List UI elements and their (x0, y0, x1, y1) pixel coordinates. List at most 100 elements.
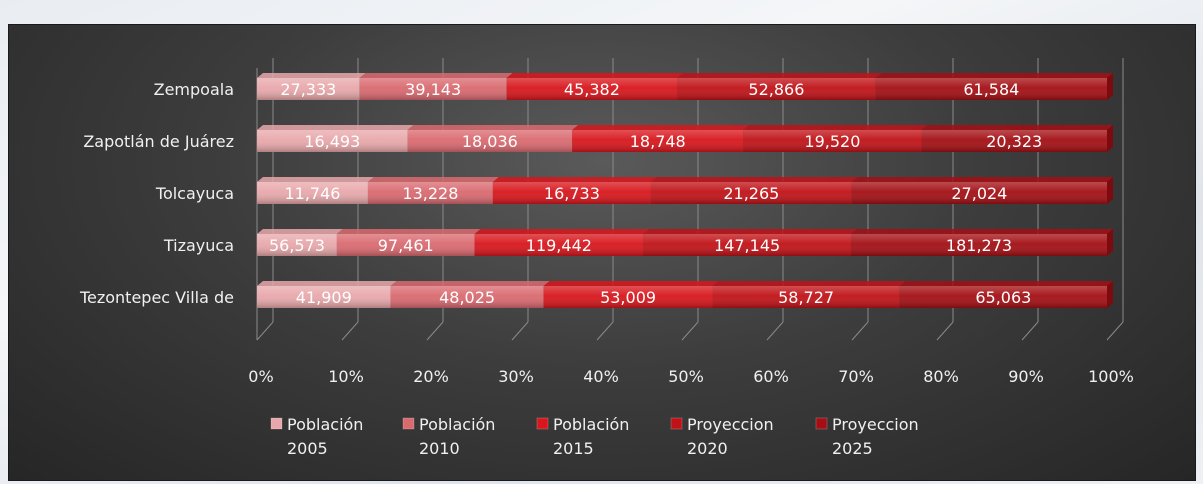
bar-segment: 39,143 (359, 73, 513, 100)
gridline-floor (851, 321, 869, 341)
data-label: 16,493 (304, 132, 360, 151)
bar-segment: 52,866 (677, 73, 882, 100)
legend-swatch (815, 417, 828, 430)
gridline-floor (596, 321, 614, 341)
data-label: 48,025 (439, 288, 495, 307)
category-label: Tizayuca (163, 236, 234, 255)
gridline-floor (1106, 321, 1124, 341)
bar-segment: 27,333 (257, 73, 366, 100)
x-tick-labels: 0% 10% 20% 30% 40% 50% 60% 70% 80% 90% 100% (248, 367, 1134, 386)
bar-segment: 97,461 (336, 229, 481, 256)
legend-swatch (536, 417, 549, 430)
data-label: 53,009 (600, 288, 656, 307)
legend: Población2005Población2010Población2015P… (270, 415, 919, 458)
bar-segment: 18,748 (572, 125, 750, 152)
x-tick-label: 20% (413, 367, 449, 386)
data-label: 27,024 (951, 184, 1007, 203)
bar-segment: 27,024 (851, 177, 1113, 204)
data-label: 16,733 (544, 184, 600, 203)
bar-segment: 20,323 (921, 125, 1113, 152)
legend-swatch (270, 417, 283, 430)
x-tick-label: 10% (328, 367, 364, 386)
gridline-floor (766, 321, 784, 341)
legend-label-year: 2015 (553, 439, 594, 458)
bar-segment: 45,382 (506, 73, 684, 100)
bar-segment: 16,493 (257, 125, 414, 152)
data-label: 19,520 (804, 132, 860, 151)
bar-segment: 21,265 (650, 177, 858, 204)
legend-label: Población (419, 415, 495, 434)
category-label: Tezontepec Villa de (79, 288, 234, 307)
gridline-floor (681, 321, 699, 341)
legend-label: Proyeccion (832, 415, 919, 434)
data-label: 45,382 (564, 80, 620, 99)
bar-segment: 41,909 (257, 281, 397, 308)
bar-segment: 13,228 (367, 177, 499, 204)
gridline-floor (426, 321, 444, 341)
x-tick-label: 90% (1008, 367, 1044, 386)
data-label: 13,228 (402, 184, 458, 203)
data-label: 18,748 (630, 132, 686, 151)
x-tick-label: 70% (838, 367, 874, 386)
bar-segment: 16,733 (492, 177, 657, 204)
gridline-floor (256, 321, 274, 341)
data-label: 20,323 (986, 132, 1042, 151)
bar-segment: 119,442 (474, 229, 650, 256)
data-label: 27,333 (280, 80, 336, 99)
bar-segment: 19,520 (743, 125, 928, 152)
category-labels: Zempoala Zapotlán de Juárez Tolcayuca Tizay… (79, 80, 234, 307)
x-tick-label: 40% (583, 367, 619, 386)
bar-segment: 18,036 (407, 125, 579, 152)
data-label: 58,727 (778, 288, 834, 307)
legend-swatch (402, 417, 415, 430)
legend-item: Proyeccion 2025 (815, 415, 919, 458)
category-label: Zempoala (154, 80, 234, 99)
x-tick-label: 80% (923, 367, 959, 386)
legend-item: Población 2015 (536, 415, 629, 458)
data-label: 11,746 (284, 184, 340, 203)
bar-segment: 65,063 (899, 281, 1113, 308)
gridline-floor (341, 321, 359, 341)
legend-label: Proyeccion (687, 415, 774, 434)
bar-segment: 58,727 (712, 281, 906, 308)
legend-label: Población (553, 415, 629, 434)
data-label: 18,036 (462, 132, 518, 151)
data-label: 119,442 (526, 236, 592, 255)
bar-segment: 147,145 (643, 229, 858, 256)
data-label: 61,584 (963, 80, 1019, 99)
bar-segment: 56,573 (257, 229, 343, 256)
legend-item: Proyeccion 2020 (670, 415, 774, 458)
bar-segment: 53,009 (543, 281, 719, 308)
data-label: 52,866 (748, 80, 804, 99)
legend-label-year: 2010 (419, 439, 460, 458)
bar-layer: 27,333 39,143 45,382 52,866 61,584 16,493 18,0… (257, 73, 1113, 308)
bar-segment: 48,025 (390, 281, 550, 308)
x-tick-label: 100% (1088, 367, 1134, 386)
bar-segment: 181,273 (851, 229, 1113, 256)
bar-segment: 11,746 (257, 177, 374, 204)
data-label: 97,461 (378, 236, 434, 255)
legend-item: Población 2010 (402, 415, 495, 458)
legend-label-year: 2025 (832, 439, 873, 458)
legend-label: Población (287, 415, 363, 434)
data-label: 39,143 (405, 80, 461, 99)
x-tick-label: 30% (498, 367, 534, 386)
data-label: 41,909 (296, 288, 352, 307)
x-tick-label: 0% (248, 367, 273, 386)
legend-item: Población 2005 (270, 415, 363, 458)
data-label: 21,265 (723, 184, 779, 203)
legend-swatch (670, 417, 683, 430)
x-tick-label: 50% (668, 367, 704, 386)
legend-label-year: 2005 (287, 439, 328, 458)
gridline-floor (1021, 321, 1039, 341)
data-label: 181,273 (946, 236, 1012, 255)
category-label: Zapotlán de Juárez (83, 132, 234, 151)
category-label: Tolcayuca (155, 184, 234, 203)
x-tick-label: 60% (753, 367, 789, 386)
gridline-floor (936, 321, 954, 341)
bar-segment: 61,584 (875, 73, 1113, 100)
data-label: 56,573 (269, 236, 325, 255)
legend-label-year: 2020 (687, 439, 728, 458)
gridline-floor (511, 321, 529, 341)
